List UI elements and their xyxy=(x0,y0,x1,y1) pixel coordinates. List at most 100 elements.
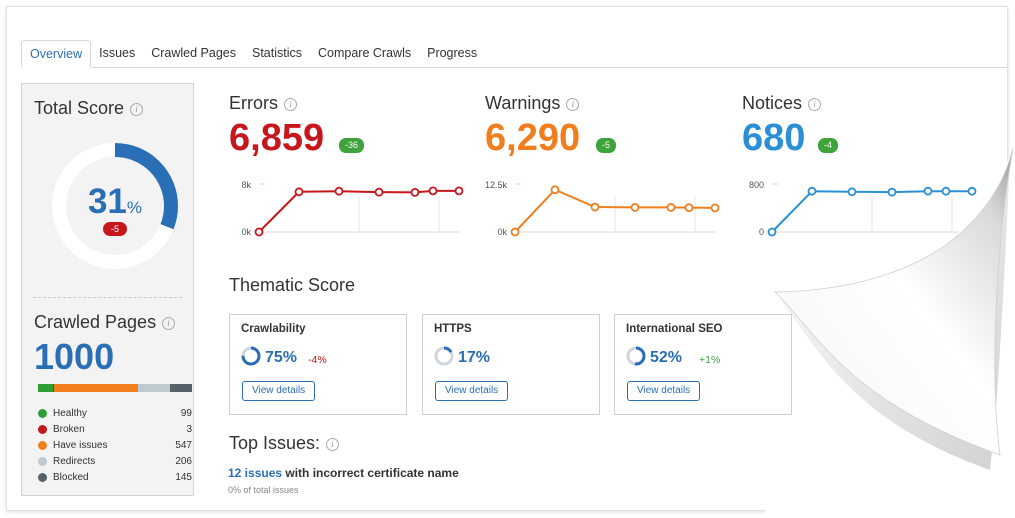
warnings-point xyxy=(630,203,640,212)
info-icon[interactable]: i xyxy=(284,97,297,111)
y-max-label: 8k xyxy=(241,180,251,190)
errors-heading: Errors i xyxy=(229,93,297,114)
tab-issues[interactable]: Issues xyxy=(99,46,136,60)
legend-value: 145 xyxy=(175,471,192,483)
legend-value: 3 xyxy=(186,423,192,435)
crawled-pages-count: 1000 xyxy=(34,336,115,377)
info-icon[interactable]: i xyxy=(808,97,822,111)
legend-value: 99 xyxy=(180,407,192,419)
notices-point xyxy=(847,187,857,197)
donut-arc xyxy=(52,143,178,269)
errors-title: Errors xyxy=(229,93,278,113)
tab-progress[interactable]: Progress xyxy=(427,46,478,60)
info-icon[interactable]: i xyxy=(162,316,176,330)
crawled-pages-stacked-bar xyxy=(38,384,192,392)
top-issues-heading: Top Issues: i xyxy=(229,433,340,454)
warnings-value: 6,290 xyxy=(485,117,581,159)
crawled-pages-heading: Crawled Pages i xyxy=(34,312,176,333)
thematic-card-https: HTTPS 17% View details xyxy=(422,314,600,415)
issue-count-link[interactable]: 12 issues xyxy=(228,466,283,480)
legend-label: Blocked xyxy=(53,471,89,483)
bar-segment-have-issues xyxy=(53,384,138,392)
legend-item: Have issues 547 xyxy=(38,437,192,453)
warnings-point xyxy=(550,185,560,195)
info-icon[interactable]: i xyxy=(130,102,144,116)
tab-crawled-pages[interactable]: Crawled Pages xyxy=(151,46,236,60)
legend-dot-icon xyxy=(38,408,47,418)
view-details-button[interactable]: View details xyxy=(627,381,701,401)
tab-overview[interactable]: Overview xyxy=(21,40,92,68)
notices-delta-badge: -4 xyxy=(818,138,839,153)
errors-point xyxy=(410,187,420,197)
crawled-pages-legend: Healthy 99 Broken 3 Have issues 547 Redirects 2… xyxy=(38,405,192,485)
ring-fill xyxy=(434,346,454,366)
errors-value: 6,859 xyxy=(229,117,325,159)
warnings-point xyxy=(684,203,694,213)
y-max-label: 12.5k xyxy=(485,180,507,190)
warnings-heading: Warnings i xyxy=(485,93,580,114)
summary-panel: Total Score i 31% -5 Crawled Pages i 1000 … xyxy=(21,83,194,496)
thematic-card-percent: 17% xyxy=(458,349,491,366)
errors-point xyxy=(428,186,438,196)
top-issue-item: 12 issues with incorrect certificate nam… xyxy=(228,466,459,480)
donut-chart xyxy=(52,143,178,269)
y-min-label: 0 xyxy=(759,227,764,237)
score-number: 31 xyxy=(87,182,127,221)
y-max-label: 800 xyxy=(749,180,764,190)
info-icon[interactable]: i xyxy=(566,97,580,111)
ring-fill xyxy=(241,346,261,366)
errors-point xyxy=(294,187,304,197)
score-unit: % xyxy=(126,198,143,217)
notices-point xyxy=(767,227,777,237)
tab-bar: Overview Issues Crawled Pages Statistics… xyxy=(21,40,485,68)
notices-point xyxy=(887,187,897,197)
bar-segment-redirects xyxy=(137,384,170,392)
notices-point xyxy=(967,186,977,196)
notices-point xyxy=(807,186,817,196)
total-score-title: Total Score xyxy=(34,98,125,118)
notices-value: 680 xyxy=(742,117,806,159)
legend-item: Blocked 145 xyxy=(38,469,192,485)
errors-sparkline: 8k 0k xyxy=(241,180,464,237)
legend-dot-icon xyxy=(38,472,47,482)
notices-point xyxy=(941,186,951,196)
info-icon[interactable]: i xyxy=(326,437,340,451)
notices-sparkline: 800 0 xyxy=(749,180,977,237)
legend-dot-icon xyxy=(38,424,47,434)
bar-segment-blocked xyxy=(169,384,192,392)
legend-label: Redirects xyxy=(53,455,96,467)
warnings-sparkline: 12.5k 0k xyxy=(485,180,720,237)
legend-label: Healthy xyxy=(53,407,87,419)
total-score-value: 31% xyxy=(49,182,181,222)
y-min-label: 0k xyxy=(497,227,507,237)
thematic-score-title: Thematic Score xyxy=(229,275,356,295)
warnings-title: Warnings xyxy=(485,93,561,113)
tab-statistics[interactable]: Statistics xyxy=(252,46,303,60)
warnings-metric: Warnings i 6,290 -5 12.5k 0k xyxy=(485,93,725,253)
thematic-card-name: Crawlability xyxy=(241,323,306,335)
progress-ring-icon xyxy=(434,346,454,366)
thematic-card-percent: 52% xyxy=(650,349,683,366)
issue-share: 0% of total issues xyxy=(228,485,299,495)
legend-dot-icon xyxy=(38,456,47,466)
errors-point xyxy=(254,227,264,237)
errors-delta-badge: -36 xyxy=(339,138,365,153)
view-details-button[interactable]: View details xyxy=(242,381,316,401)
tab-compare-crawls[interactable]: Compare Crawls xyxy=(318,46,412,60)
bar-segment-healthy xyxy=(38,384,54,392)
thematic-card-percent: 75% xyxy=(265,349,298,366)
total-score-heading: Total Score i xyxy=(34,98,144,119)
thematic-card-name: HTTPS xyxy=(434,323,472,335)
view-details-button[interactable]: View details xyxy=(435,381,509,401)
notices-title: Notices xyxy=(742,93,803,113)
notices-point xyxy=(923,186,933,196)
thematic-card-name: International SEO xyxy=(626,323,723,335)
warnings-point xyxy=(590,202,600,212)
progress-ring-icon xyxy=(626,346,646,366)
legend-item: Broken 3 xyxy=(38,421,192,437)
thematic-card-delta: -4% xyxy=(308,354,327,366)
divider xyxy=(33,297,182,298)
legend-label: Broken xyxy=(53,423,85,435)
legend-value: 547 xyxy=(175,439,192,451)
legend-item: Redirects 206 xyxy=(38,453,192,469)
